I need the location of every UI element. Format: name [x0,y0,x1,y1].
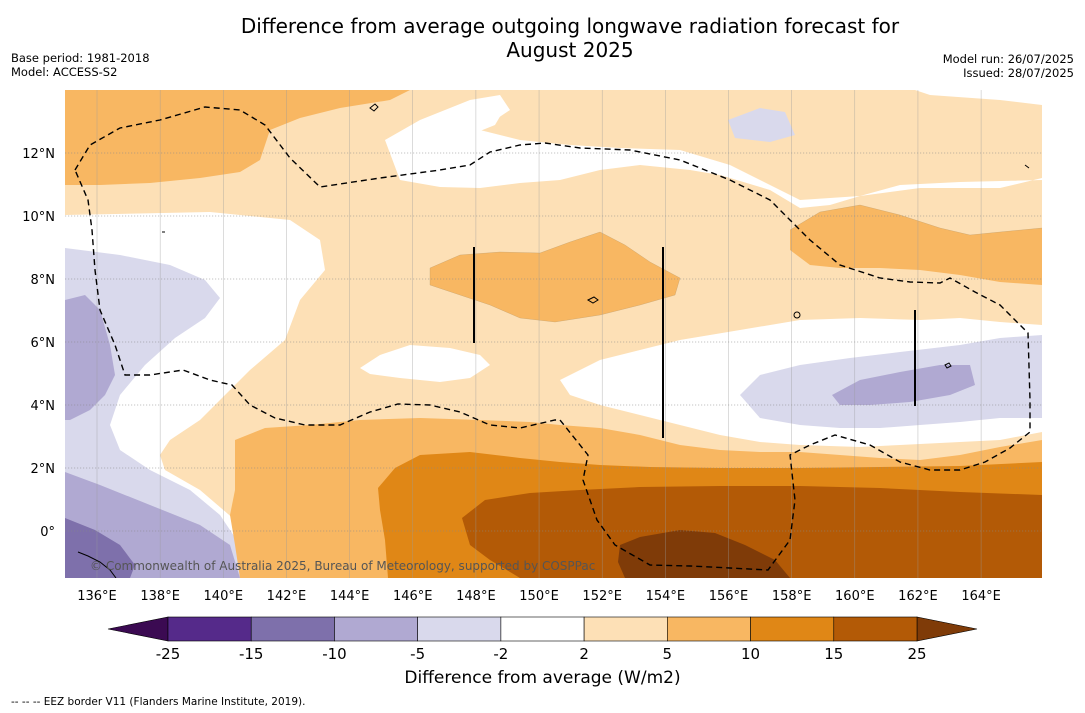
latitude-labels: 12°N 10°N 8°N 6°N 4°N 2°N 0° [22,147,55,540]
colorbar-segment [167,616,252,642]
colorbar-over-extension [916,616,978,642]
colorbar: -25 -15 -10 -5 -2 2 5 10 15 25 [107,616,978,663]
marker-lines [473,247,916,438]
colorbar-tick-label: 10 [741,645,760,663]
model-run: Model run: 26/07/2025 [942,52,1074,66]
colorbar-segment [583,616,668,642]
latitude-label: 12°N [22,147,55,162]
colorbar-tick-label: 15 [824,645,843,663]
colorbar-segment [750,616,835,642]
footer-note: -- -- -- EEZ border V11 (Flanders Marine… [11,696,306,708]
meta-right: Model run: 26/07/2025 Issued: 28/07/2025 [943,52,1074,80]
colorbar-segment [500,616,585,642]
colorbar-segment [417,616,502,642]
meta-left: Base period: 1981-2018 Model: ACCESS-S2 [11,51,150,79]
colorbar-under-extension [107,616,169,642]
longitude-label: 140°E [204,589,244,604]
band-5-10-mid [430,232,680,322]
grid-lines [65,152,1042,532]
longitude-label: 136°E [77,589,117,604]
band-minus15-minus10 [65,518,135,578]
latitude-label: 10°N [22,210,55,225]
meridian-lines [96,90,982,578]
neutral-region-ne-corner [410,108,505,160]
longitude-label: 148°E [456,589,496,604]
band-minus5-minus2-north [728,108,795,142]
longitude-label: 152°E [582,589,622,604]
colorbar-tick-label: 2 [579,645,589,663]
longitude-label: 150°E [519,589,559,604]
colorbar-tick-label: -10 [322,645,347,663]
longitude-label: 146°E [393,589,433,604]
colorbar-segment [250,616,335,642]
band-5-10-ne [790,205,1042,285]
longitude-label: 156°E [709,589,749,604]
longitude-label: 144°E [330,589,370,604]
colorbar-segment [833,616,918,642]
neutral-region-center [360,345,490,382]
latitude-label: 4°N [31,399,56,414]
title-line-1: Difference from average outgoing longwav… [240,14,900,38]
longitude-label: 154°E [646,589,686,604]
band-15-25 [462,486,1042,578]
neutral-region-north [385,90,1042,208]
band-5-10-north [65,90,410,185]
band-over-25 [618,530,790,578]
eez-border [74,106,1031,571]
islands [77,103,1030,578]
longitude-label: 138°E [140,589,180,604]
issued-date: Issued: 28/07/2025 [963,66,1074,80]
colorbar-title: Difference from average (W/m2) [404,668,681,688]
chart-title: Difference from average outgoing longwav… [170,14,970,62]
latitude-label: 2°N [31,462,56,477]
model-name: Model: ACCESS-S2 [11,65,118,79]
contour-lines [429,204,1042,323]
map-area: © Commonwealth of Australia 2025, Bureau… [65,90,1042,578]
latitude-label: 0° [40,525,55,540]
base-period: Base period: 1981-2018 [11,51,150,65]
longitude-label: 164°E [961,589,1001,604]
colorbar-segment [667,616,751,642]
colorbar-tick-label: -25 [156,645,181,663]
longitude-label: 160°E [835,589,875,604]
colorbar-tick-label: -2 [493,645,508,663]
longitude-labels: 136°E 138°E 140°E 142°E 144°E 146°E 148°E 150°E… [77,589,1001,604]
colorbar-tick-label: 5 [663,645,673,663]
longitude-label: 142°E [267,589,307,604]
copyright-text: © Commonwealth of Australia 2025, Bureau… [90,559,595,573]
colorbar-tick-label: 25 [907,645,926,663]
latitude-label: 8°N [31,273,56,288]
longitude-label: 162°E [898,589,938,604]
colorbar-tick-label: -15 [239,645,264,663]
latitude-label: 6°N [31,336,56,351]
colorbar-tick-label: -5 [410,645,425,663]
longitude-label: 158°E [772,589,812,604]
band-minus10-minus5-west [65,295,115,420]
band-minus10-minus5-east [832,365,975,405]
title-line-2: August 2025 [506,38,634,62]
colorbar-segment [334,616,418,642]
